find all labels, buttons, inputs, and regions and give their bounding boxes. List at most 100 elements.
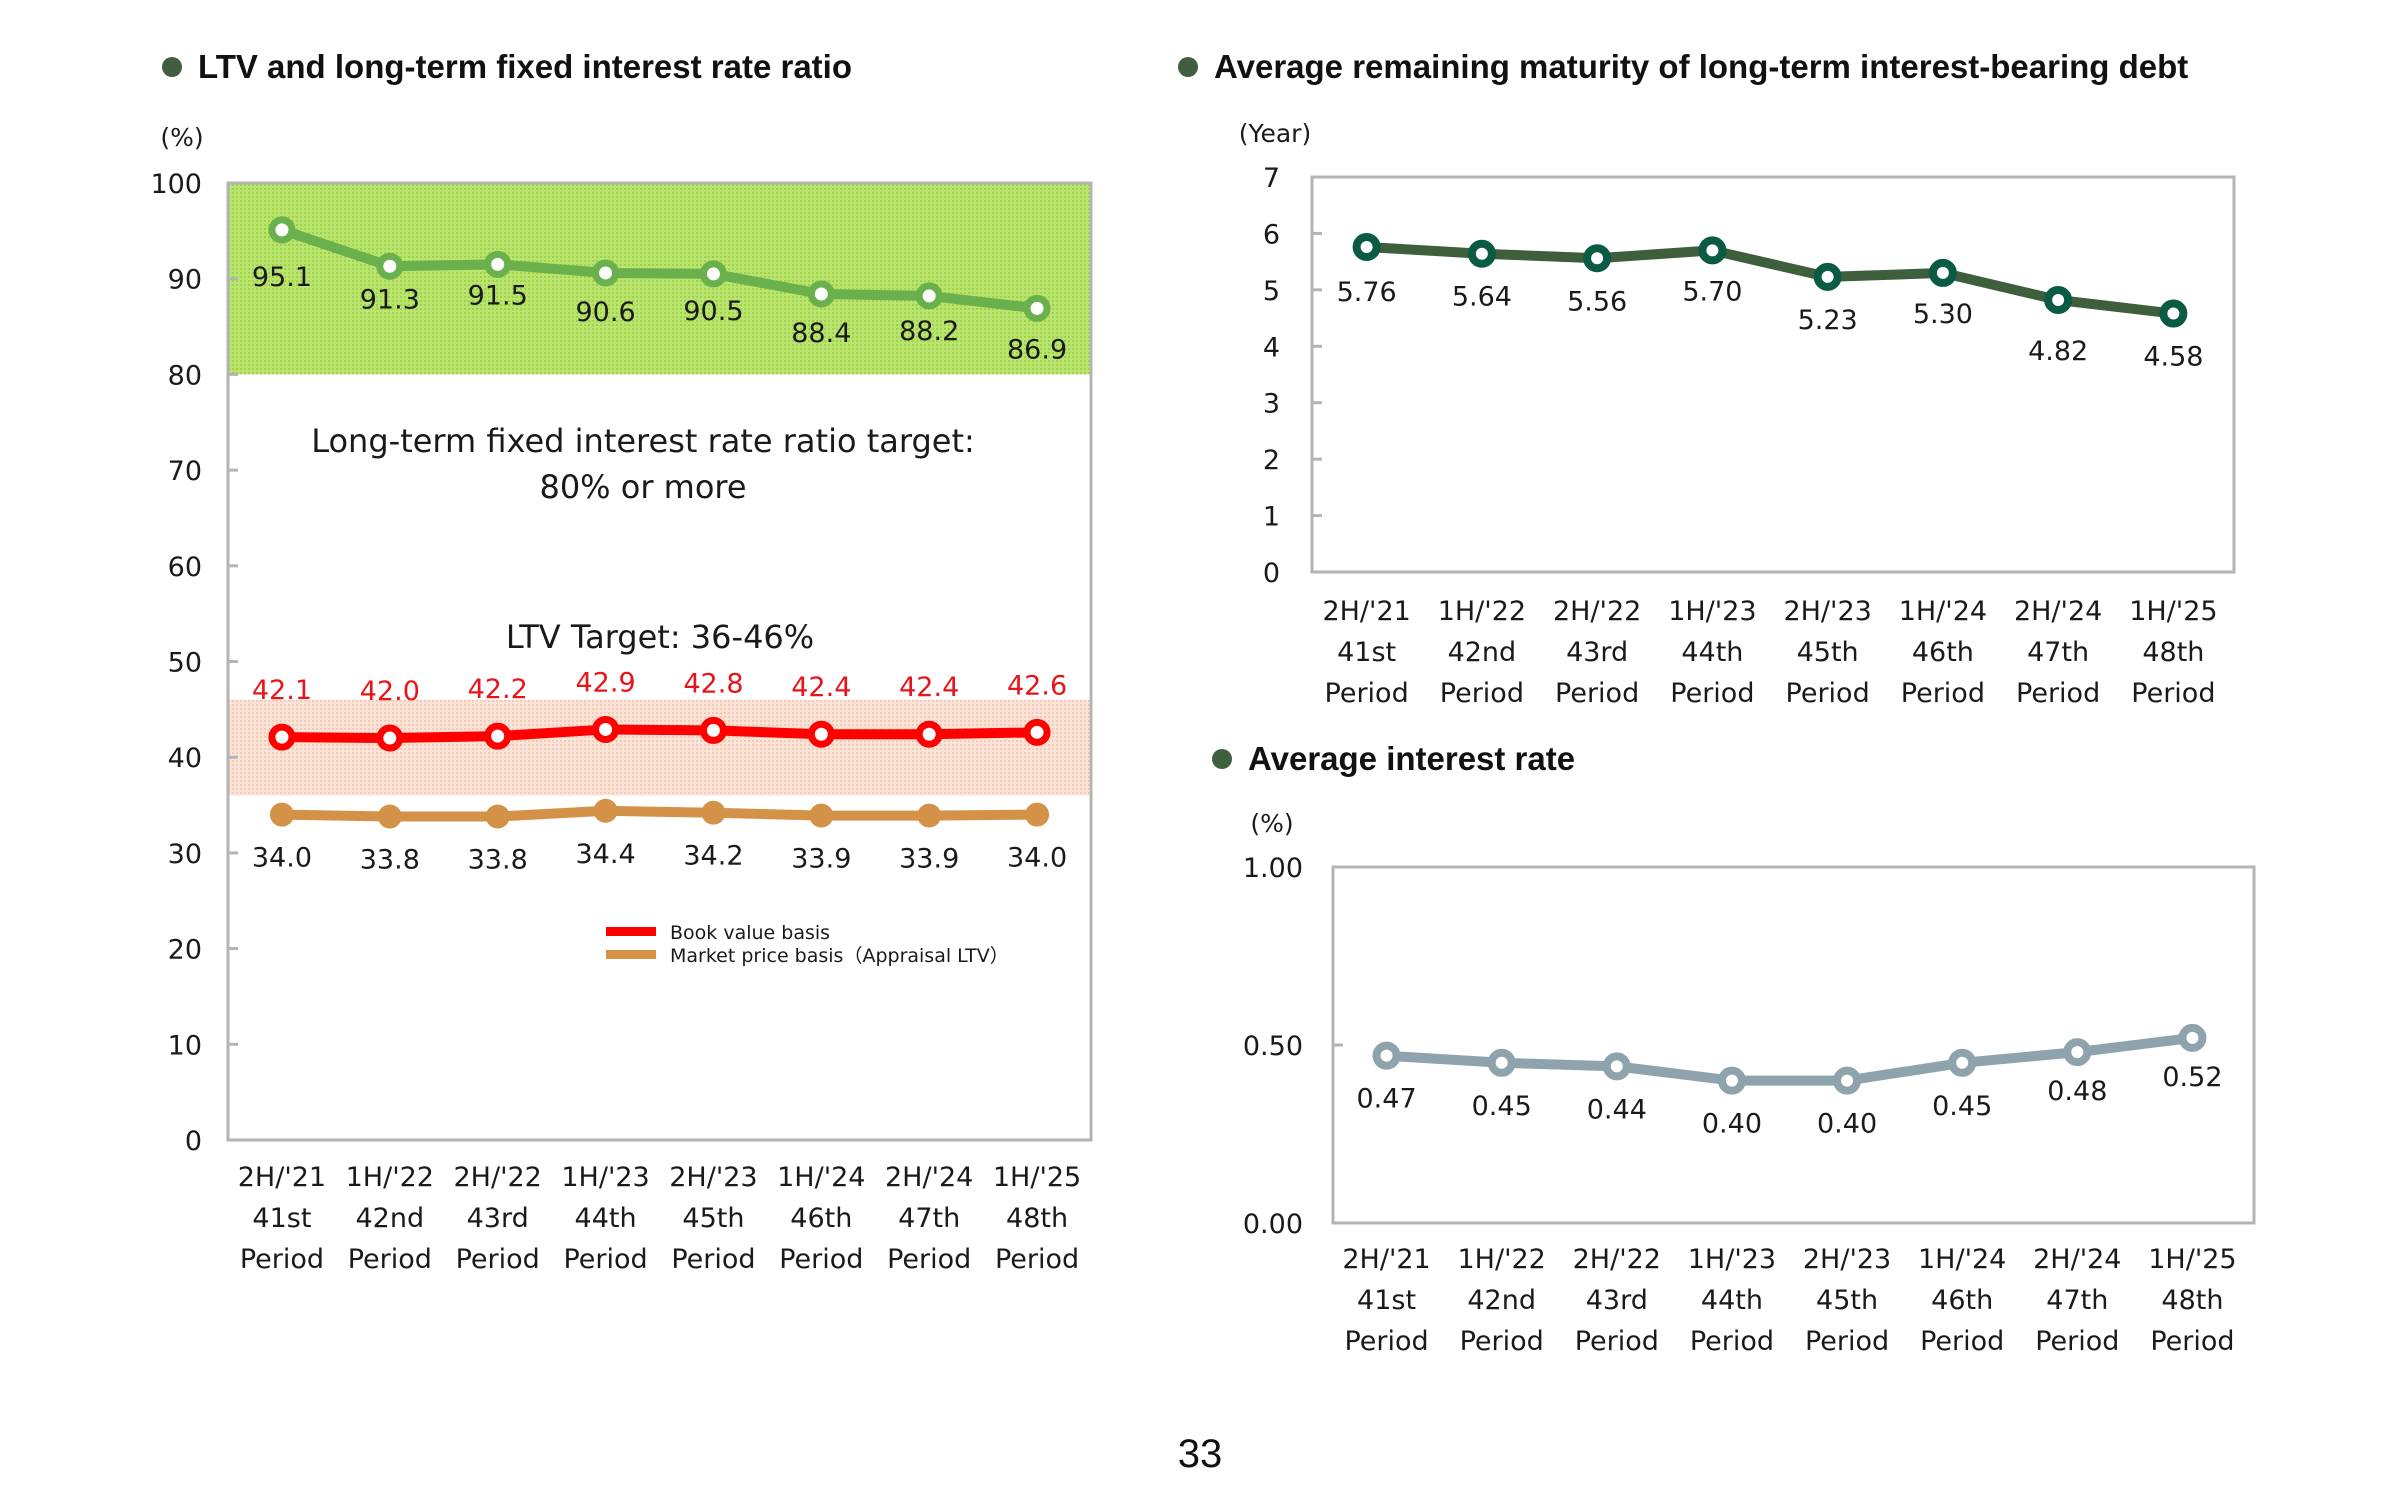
x-tick-label: 1H/'22 bbox=[1438, 596, 1526, 627]
x-tick-label: Period bbox=[1344, 1326, 1428, 1357]
ltv-market-marker bbox=[1025, 802, 1050, 827]
y-tick-label: 0 bbox=[185, 1126, 202, 1157]
interest-data-label: 0.45 bbox=[1932, 1091, 1992, 1122]
y-tick-label: 3 bbox=[1263, 389, 1280, 420]
ltv-book-line bbox=[281, 724, 1038, 744]
ltv-book-data-label: 42.6 bbox=[1007, 670, 1067, 701]
fixed-ratio-marker bbox=[592, 259, 620, 287]
maturity-marker bbox=[1813, 262, 1842, 291]
fixed-ratio-marker bbox=[915, 282, 943, 310]
ltv-market-data-label: 33.9 bbox=[791, 844, 851, 875]
ltv-book-data-label: 42.1 bbox=[252, 675, 312, 706]
interest-line bbox=[1386, 1032, 2194, 1086]
fixed-ratio-data-label: 91.5 bbox=[468, 280, 528, 311]
y-tick-label: 40 bbox=[168, 743, 202, 774]
x-tick-label: 42nd bbox=[1467, 1285, 1536, 1316]
y-axis-unit-label: (%) bbox=[1250, 809, 1293, 838]
interest-marker bbox=[1372, 1041, 1401, 1070]
x-tick-label: Period bbox=[2150, 1326, 2234, 1357]
y-tick-label: 0.50 bbox=[1243, 1031, 1303, 1062]
ltv-book-marker bbox=[592, 715, 620, 743]
ltv-market-marker bbox=[377, 804, 402, 829]
fixed-ratio-line bbox=[280, 225, 1038, 314]
ltv-market-marker bbox=[485, 804, 510, 829]
legend-swatch-book bbox=[606, 927, 656, 936]
maturity-marker bbox=[2044, 286, 2073, 315]
x-tick-label: 43rd bbox=[1586, 1285, 1648, 1316]
ltv-market-data-label: 34.2 bbox=[683, 841, 743, 872]
x-tick-label: 48th bbox=[1006, 1203, 1068, 1234]
fixed-ratio-data-label: 91.3 bbox=[360, 284, 420, 315]
fixed-ratio-marker bbox=[376, 252, 404, 280]
ltv-book-data-label: 42.2 bbox=[468, 674, 528, 705]
y-tick-label: 70 bbox=[168, 456, 202, 487]
y-tick-label: 0 bbox=[1263, 558, 1280, 589]
ltv-book-data-label: 42.4 bbox=[899, 672, 959, 703]
fixed-ratio-marker bbox=[807, 280, 835, 308]
x-tick-label: 2H/'21 bbox=[238, 1162, 326, 1193]
y-tick-label: 7 bbox=[1263, 163, 1280, 194]
ltv-book-marker bbox=[484, 722, 512, 750]
fixed-ratio-marker bbox=[1023, 294, 1051, 322]
maturity-chart-title-text: Average remaining maturity of long-term … bbox=[1214, 48, 2189, 85]
ltv-book-marker bbox=[1023, 718, 1051, 746]
x-tick-label: Period bbox=[1805, 1326, 1889, 1357]
x-tick-label: Period bbox=[887, 1244, 971, 1275]
x-tick-label: 1H/'24 bbox=[1918, 1244, 2006, 1275]
x-tick-label: 44th bbox=[575, 1203, 637, 1234]
x-tick-label: 1H/'22 bbox=[346, 1162, 434, 1193]
maturity-data-label: 5.64 bbox=[1452, 282, 1512, 313]
x-tick-label: Period bbox=[1901, 678, 1985, 709]
x-tick-label: 45th bbox=[1816, 1285, 1878, 1316]
x-tick-label: Period bbox=[563, 1244, 647, 1275]
x-tick-label: 46th bbox=[1931, 1285, 1993, 1316]
fixed-ratio-marker bbox=[699, 260, 727, 288]
x-tick-label: 2H/'22 bbox=[1573, 1244, 1661, 1275]
x-tick-label: Period bbox=[2131, 678, 2215, 709]
x-tick-label: 2H/'23 bbox=[1803, 1244, 1891, 1275]
x-tick-label: 2H/'24 bbox=[885, 1162, 973, 1193]
ltv-book-marker bbox=[376, 724, 404, 752]
x-tick-label: 41st bbox=[1357, 1285, 1416, 1316]
maturity-marker bbox=[1467, 239, 1496, 268]
ltv-book-data-label: 42.9 bbox=[576, 667, 636, 698]
page-number: 33 bbox=[1177, 1432, 1223, 1476]
ltv-market-line bbox=[281, 805, 1038, 822]
interest-data-label: 0.40 bbox=[1702, 1109, 1762, 1140]
x-tick-label: 47th bbox=[2027, 637, 2089, 668]
x-tick-label: 46th bbox=[1912, 637, 1974, 668]
y-tick-label: 2 bbox=[1263, 445, 1280, 476]
x-tick-label: 43rd bbox=[1566, 637, 1628, 668]
x-tick-label: 44th bbox=[1681, 637, 1743, 668]
ltv-target-band bbox=[228, 699, 1091, 796]
x-tick-label: 1H/'23 bbox=[561, 1162, 649, 1193]
x-tick-label: 1H/'23 bbox=[1668, 596, 1756, 627]
y-tick-label: 0.00 bbox=[1243, 1209, 1303, 1240]
x-tick-label: 47th bbox=[898, 1203, 960, 1234]
fixed-ratio-data-label: 88.2 bbox=[899, 316, 959, 347]
interest-marker bbox=[1948, 1048, 1977, 1077]
ltv-book-data-label: 42.8 bbox=[683, 668, 743, 699]
maturity-data-label: 4.82 bbox=[2028, 336, 2088, 367]
fixed-target-annotation: 80% or more bbox=[539, 468, 746, 506]
bullet-icon bbox=[1178, 57, 1198, 77]
x-tick-label: 1H/'24 bbox=[777, 1162, 865, 1193]
interest-data-label: 0.47 bbox=[1357, 1084, 1417, 1115]
interest-data-label: 0.40 bbox=[1817, 1109, 1877, 1140]
x-tick-label: Period bbox=[1920, 1326, 2004, 1357]
x-tick-label: Period bbox=[1575, 1326, 1659, 1357]
fixed-ratio-marker bbox=[268, 216, 296, 244]
y-tick-label: 80 bbox=[168, 360, 202, 391]
maturity-data-label: 5.30 bbox=[1913, 299, 1973, 330]
ltv-market-marker bbox=[269, 802, 294, 827]
maturity-marker bbox=[1352, 232, 1381, 261]
x-tick-label: 1H/'25 bbox=[2148, 1244, 2236, 1275]
legend-label-market: Market price basis（Appraisal LTV） bbox=[670, 945, 1009, 967]
fixed-target-annotation: Long-term fixed interest rate ratio targ… bbox=[311, 422, 975, 460]
x-tick-label: 2H/'23 bbox=[669, 1162, 757, 1193]
ltv-market-data-label: 33.8 bbox=[468, 845, 528, 876]
maturity-line bbox=[1366, 241, 2174, 319]
ltv-book-marker bbox=[699, 716, 727, 744]
fixed-ratio-data-label: 86.9 bbox=[1007, 334, 1067, 365]
